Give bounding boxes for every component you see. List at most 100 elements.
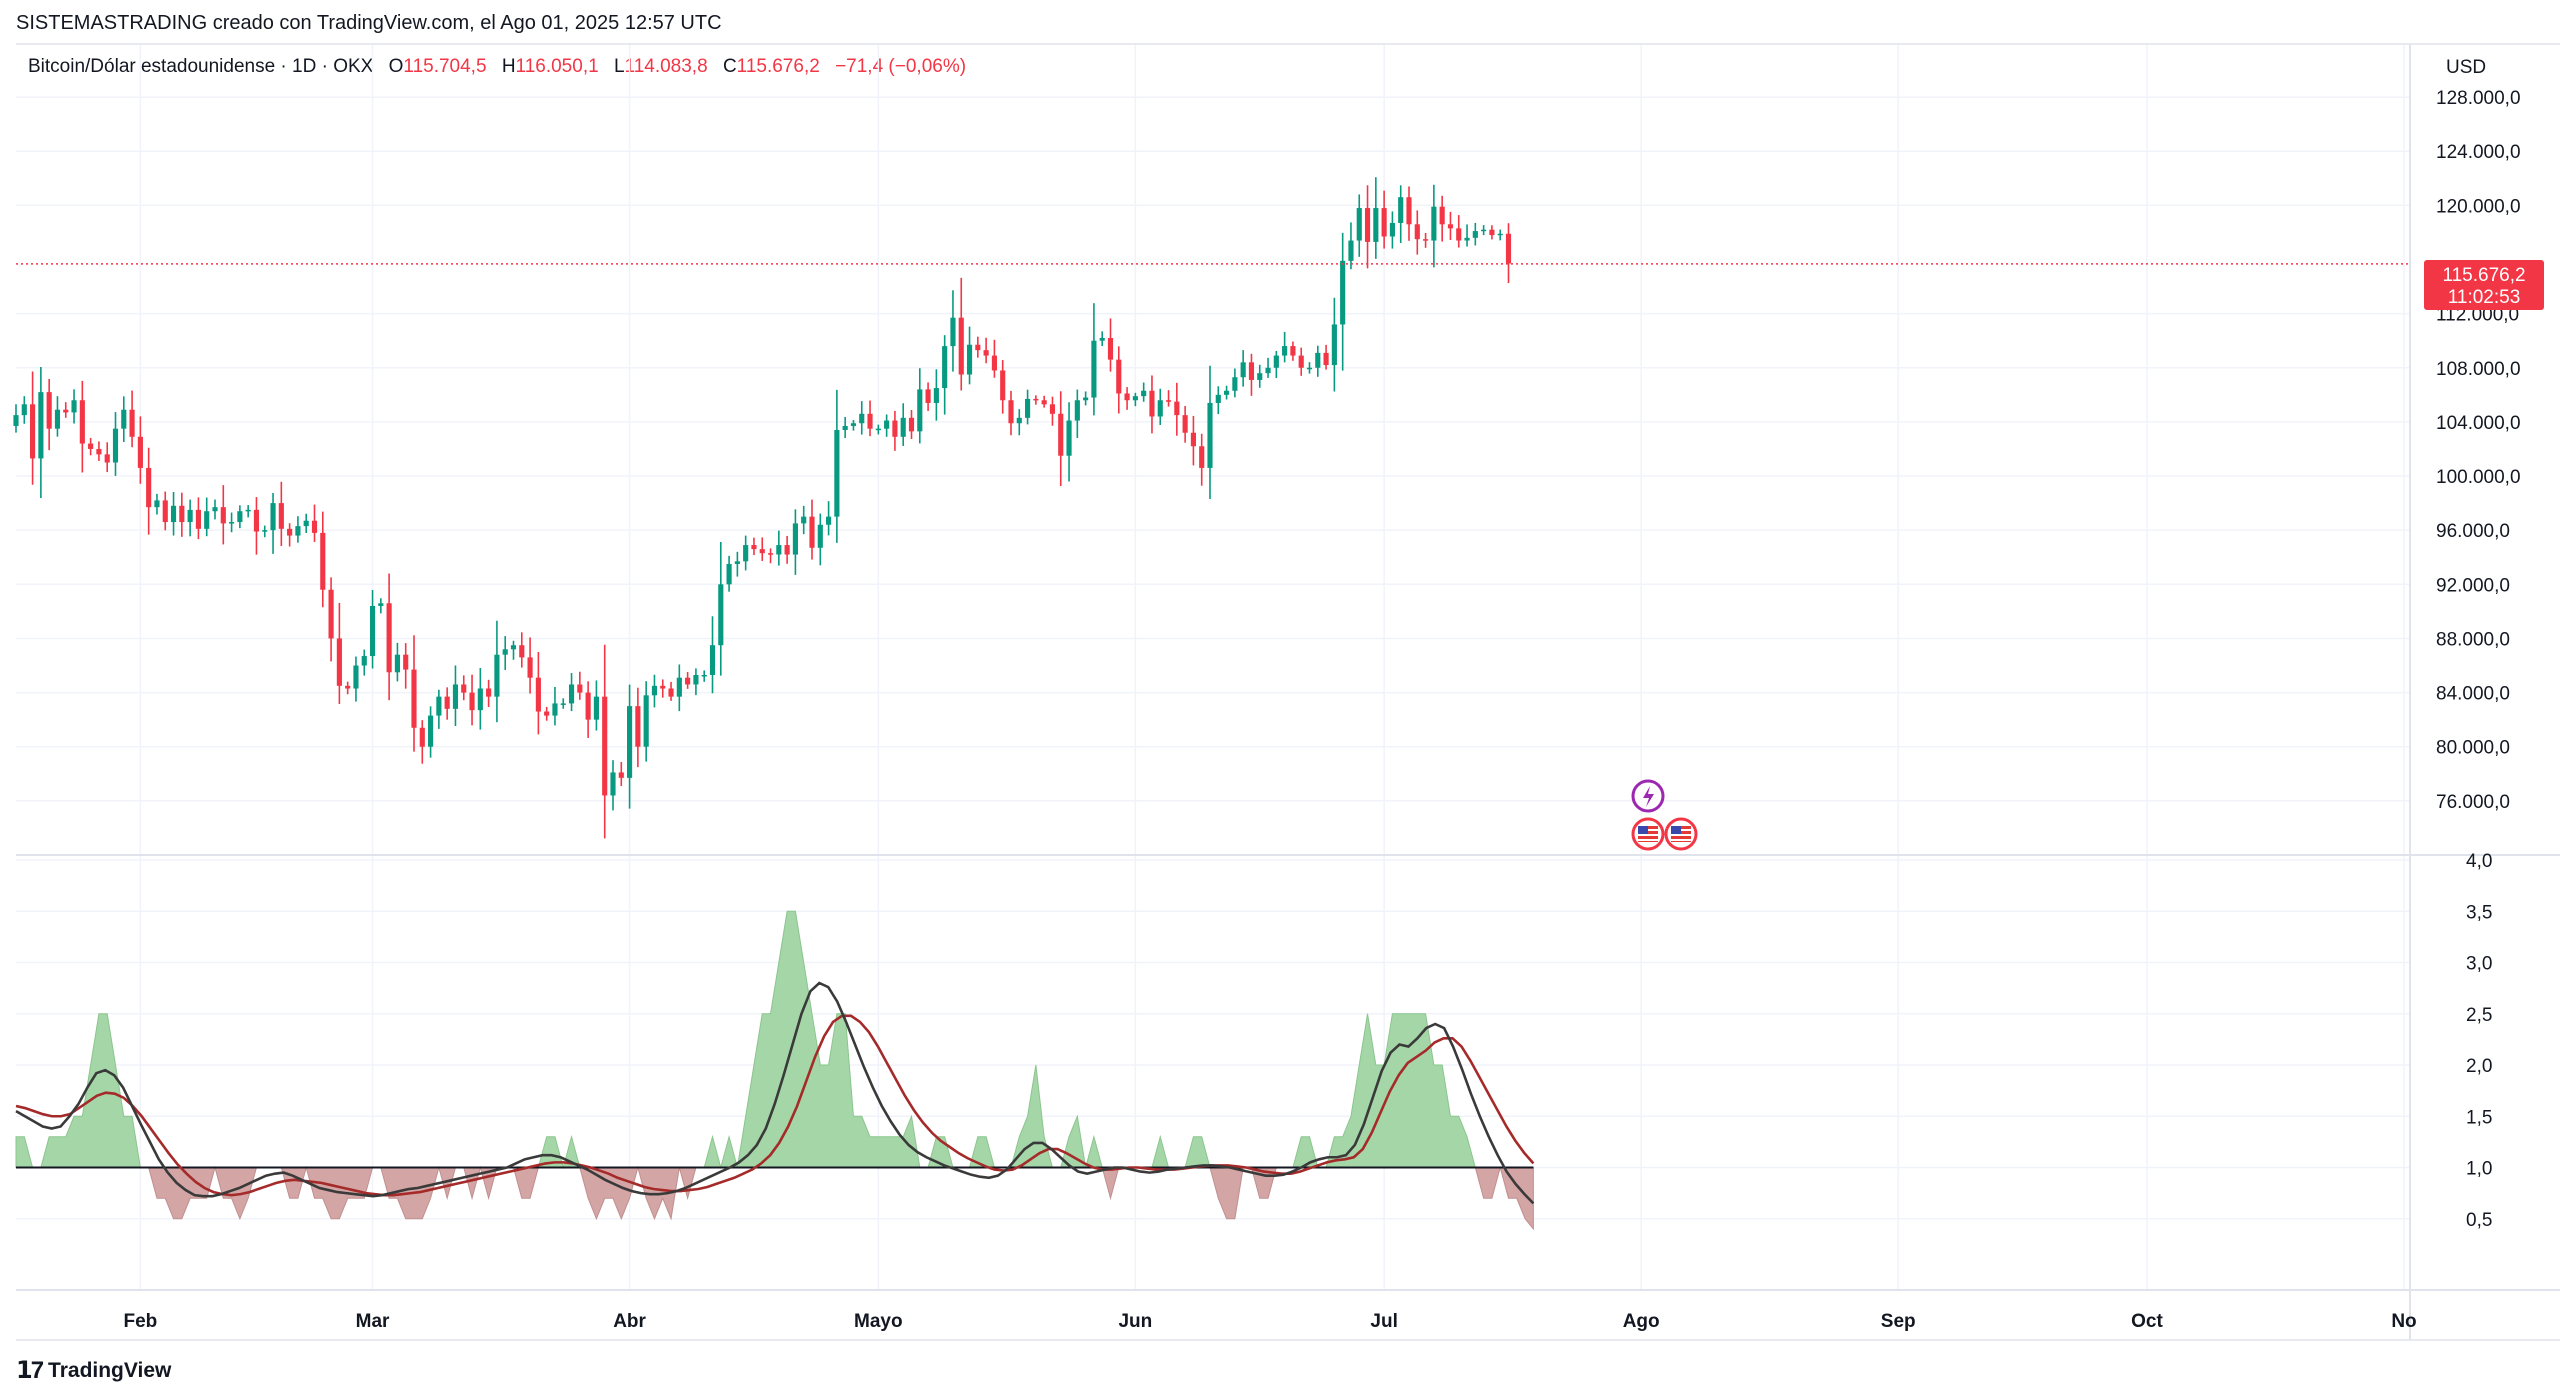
- candle: [494, 620, 500, 723]
- lightning-event-icon[interactable]: [1631, 779, 1665, 813]
- candle-body: [328, 589, 334, 639]
- candle: [1248, 353, 1255, 396]
- symbol-name[interactable]: Bitcoin/Dólar estadounidense · 1D · OKX: [28, 56, 374, 77]
- indicator-axis-tick-label: 0,5: [2466, 1210, 2492, 1231]
- candle: [917, 368, 923, 444]
- candle-body: [1091, 340, 1097, 398]
- candle: [734, 551, 740, 577]
- candle: [743, 535, 749, 571]
- candle-body: [403, 654, 409, 670]
- candle-body: [1406, 197, 1412, 225]
- candle: [1472, 222, 1478, 246]
- candle: [1306, 362, 1313, 374]
- time-axis[interactable]: Feb Mar Abr Mayo Jun Jul Ago Sep Oct No: [123, 1311, 2416, 1332]
- candle-body: [104, 454, 110, 463]
- candle: [1240, 350, 1246, 387]
- candle-body: [676, 677, 682, 697]
- candle: [1190, 415, 1196, 466]
- candle: [527, 637, 533, 694]
- candle: [1025, 389, 1031, 425]
- price-tag-countdown: 11:02:53: [2448, 287, 2521, 308]
- price-axis[interactable]: 128.000,0124.000,0120.000,0112.000,0108.…: [2436, 88, 2521, 813]
- candle-body: [958, 317, 964, 375]
- candle-body: [917, 389, 923, 432]
- candle-body: [1439, 206, 1445, 225]
- candle: [817, 513, 823, 566]
- candle: [751, 537, 757, 556]
- candle: [1481, 225, 1487, 236]
- candle: [718, 542, 724, 676]
- candle-body: [170, 505, 177, 523]
- candle: [958, 277, 964, 391]
- candle-body: [270, 503, 276, 531]
- candle: [867, 400, 873, 437]
- candle: [486, 679, 492, 708]
- candle-body: [1414, 224, 1420, 240]
- candle-body: [1364, 208, 1371, 242]
- candle: [1132, 392, 1138, 407]
- candle-body: [942, 346, 948, 389]
- candle: [328, 577, 334, 662]
- candle: [162, 491, 168, 531]
- candle-body: [767, 553, 774, 555]
- candle: [1290, 341, 1296, 361]
- indicator-area-positive: [15, 910, 1534, 1170]
- candle-body: [1141, 390, 1147, 397]
- candle: [834, 389, 840, 543]
- indicator-axis-tick-label: 3,5: [2466, 902, 2492, 923]
- candle-body: [635, 706, 641, 747]
- candle: [112, 412, 119, 476]
- candle-body: [552, 703, 558, 716]
- candle-body: [237, 511, 243, 523]
- candle: [884, 414, 890, 437]
- candle-body: [253, 509, 260, 532]
- candle: [96, 441, 102, 461]
- candle-body: [685, 677, 691, 685]
- candle: [353, 656, 359, 702]
- change-value: −71,4 (−0,06%): [835, 56, 967, 77]
- candle: [767, 548, 774, 564]
- candle-body: [212, 507, 218, 512]
- candle: [461, 675, 467, 701]
- indicator-axis[interactable]: 4,0 3,5 3,0 2,5 2,0 1,5 1,0 0,5: [2466, 851, 2492, 1231]
- candle-body: [486, 688, 492, 697]
- candle-body: [1472, 231, 1478, 238]
- candle-body: [1182, 415, 1188, 433]
- candle: [776, 530, 782, 566]
- us-flag-event-icon[interactable]: [1664, 817, 1698, 851]
- candle: [212, 499, 218, 520]
- candle: [129, 390, 135, 448]
- candle: [552, 686, 558, 726]
- candle: [336, 602, 342, 704]
- candle-body: [519, 645, 525, 658]
- candle: [701, 670, 707, 682]
- price-axis-tick-label: 108.000,0: [2436, 359, 2521, 380]
- currency-label[interactable]: USD: [2446, 57, 2487, 78]
- candle-body: [593, 696, 599, 720]
- candle-body: [30, 404, 36, 459]
- candle-body: [1265, 367, 1271, 374]
- candle-body: [560, 703, 566, 705]
- candle-body: [494, 654, 500, 697]
- candle-body: [1431, 206, 1437, 241]
- candle-body: [444, 696, 450, 709]
- candle: [436, 689, 442, 729]
- candle: [253, 497, 260, 555]
- candle: [668, 681, 674, 701]
- candle-body: [510, 645, 517, 650]
- candle-body: [361, 656, 367, 666]
- candle: [676, 664, 682, 712]
- candle: [975, 336, 981, 358]
- indicator-pane: [15, 910, 1535, 1231]
- tradingview-logo[interactable]: 𝟭7 TradingView: [16, 1356, 171, 1385]
- event-markers[interactable]: [1631, 779, 1698, 851]
- candle: [1298, 347, 1304, 376]
- candle: [46, 379, 52, 451]
- candle-body: [1456, 228, 1462, 241]
- candle: [303, 513, 309, 534]
- grid-lines: [16, 44, 2410, 1290]
- us-flag-event-icon[interactable]: [1631, 817, 1665, 851]
- candle: [1257, 364, 1263, 388]
- candle: [220, 485, 226, 545]
